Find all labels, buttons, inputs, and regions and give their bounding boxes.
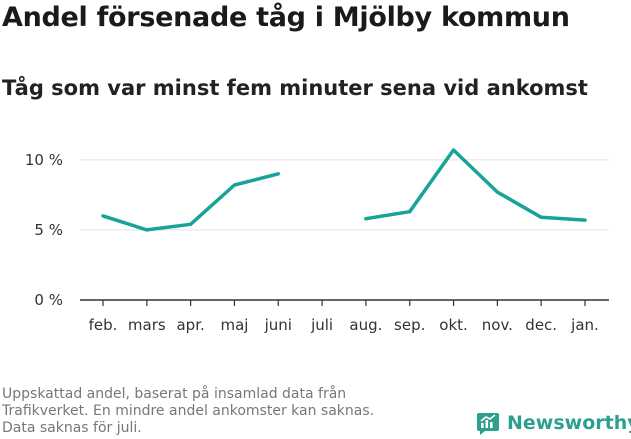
series-line-segment (101, 172, 281, 232)
x-tick-label: juli (310, 316, 333, 334)
y-tick-label: 0 % (34, 291, 63, 309)
x-tick-label: feb. (89, 316, 118, 334)
x-tick-label: sep. (394, 316, 425, 334)
x-tick-label: maj (220, 316, 248, 334)
brand-name: Newsworthy (507, 412, 631, 434)
x-tick-label: mars (128, 316, 166, 334)
series-line-segment (364, 148, 587, 222)
y-tick-label: 10 % (25, 151, 63, 169)
x-tick-label: apr. (176, 316, 204, 334)
chart-title: Andel försenade tåg i Mjölby kommun (2, 2, 570, 33)
x-tick-label: jan. (570, 316, 599, 334)
line-chart: 0 % 5 % 10 % feb. mars apr. maj juni juli aug. sep… (25, 148, 609, 334)
x-tick-label: okt. (439, 316, 468, 334)
chart-subtitle: Tåg som var minst fem minuter sena vid a… (2, 76, 588, 100)
footnote-line: Data saknas för juli. (2, 420, 142, 436)
brand: Newsworthy (476, 408, 631, 438)
newsworthy-logo-icon (477, 413, 499, 435)
x-tick-label: dec. (525, 316, 557, 334)
x-tick-label: aug. (349, 316, 382, 334)
footnote-line: Trafikverket. En mindre andel ankomster … (2, 403, 375, 419)
y-tick-label: 5 % (34, 221, 63, 239)
x-tick-label: juni (264, 316, 292, 334)
footnote: Uppskattad andel, baserat på insamlad da… (2, 386, 442, 437)
x-tick-label: nov. (482, 316, 513, 334)
footnote-line: Uppskattad andel, baserat på insamlad da… (2, 386, 347, 402)
